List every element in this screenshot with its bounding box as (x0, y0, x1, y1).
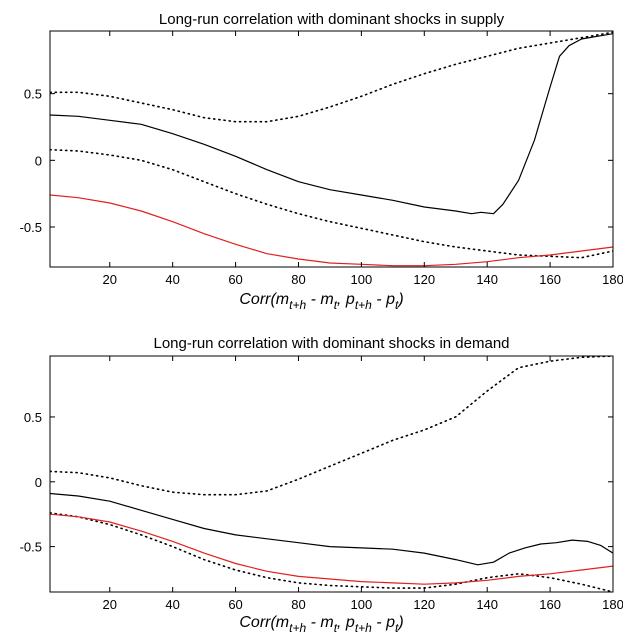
x-tick-label: 160 (539, 597, 561, 612)
x-tick-label: 120 (413, 597, 435, 612)
x-tick-label: 120 (413, 272, 435, 287)
x-tick-label: 60 (228, 272, 242, 287)
series-group (50, 31, 613, 267)
y-tick-label: 0.5 (24, 410, 42, 425)
y-tick-label: -0.5 (20, 220, 42, 235)
confidence-band-line (50, 356, 613, 496)
x-tick-label: 20 (103, 597, 117, 612)
series-group (50, 356, 613, 592)
x-tick-label: 80 (291, 597, 305, 612)
reference-line (50, 194, 613, 267)
chart-title: Long-run correlation with dominant shock… (159, 11, 505, 28)
x-tick-label: 160 (539, 272, 561, 287)
x-tick-label: 180 (602, 272, 623, 287)
x-tick-label: 140 (476, 597, 498, 612)
x-axis-label: Corr(mt+h - mt, pt+h - pt) (239, 614, 403, 635)
confidence-band-line (50, 148, 613, 259)
x-tick-label: 20 (103, 272, 117, 287)
x-tick-label: 100 (351, 597, 373, 612)
supply-panel: Long-run correlation with dominant shock… (20, 11, 623, 312)
confidence-band-line (50, 31, 613, 123)
x-axis-label: Corr(mt+h - mt, pt+h - pt) (239, 291, 403, 312)
y-tick-label: 0.5 (24, 87, 42, 102)
plot-frame (49, 355, 614, 593)
x-tick-label: 40 (165, 272, 179, 287)
x-tick-label: 40 (165, 597, 179, 612)
confidence-band-line (50, 512, 613, 592)
y-tick-label: 0 (35, 153, 42, 168)
x-tick-label: 60 (228, 597, 242, 612)
x-tick-label: 80 (291, 272, 305, 287)
demand-panel: Long-run correlation with dominant shock… (20, 335, 623, 635)
y-tick-label: -0.5 (20, 540, 42, 555)
estimate-line (50, 33, 613, 215)
chart-title: Long-run correlation with dominant shock… (153, 335, 509, 352)
x-tick-label: 100 (351, 272, 373, 287)
y-tick-label: 0 (35, 475, 42, 490)
plot-frame (49, 30, 614, 268)
reference-line (50, 513, 613, 585)
x-tick-label: 180 (602, 597, 623, 612)
estimate-line (50, 492, 613, 566)
x-tick-label: 140 (476, 272, 498, 287)
